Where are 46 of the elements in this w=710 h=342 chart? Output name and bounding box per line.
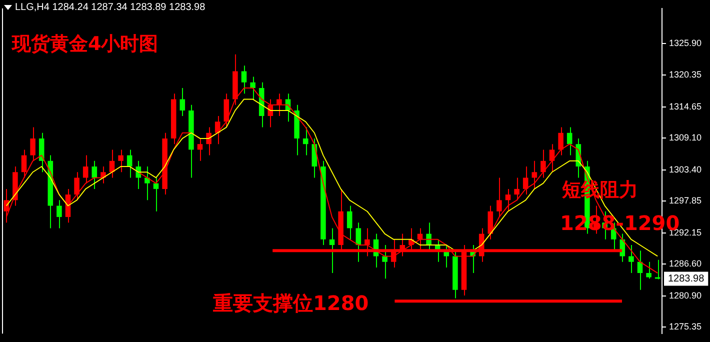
y-tick-label: 1314.65 [669,101,702,112]
candlestick [505,188,511,212]
y-tick-label: 1325.90 [669,38,702,48]
y-tick-label: 1303.40 [669,164,702,174]
candlestick [21,149,27,178]
candlestick [118,149,124,173]
y-tick-label: 1297.85 [669,195,702,206]
candlestick [356,222,362,262]
y-tick-label: 1320.35 [669,69,702,80]
text: 现货黄金4小时图 [11,33,158,55]
chart-subtitle: LLG,H4 1284.24 1287.34 1283.89 1283.98 [15,2,206,13]
candlestick [92,160,98,190]
candlestick [566,126,572,156]
candlestick [496,177,502,218]
candlestick [241,65,247,94]
candlestick [522,166,528,196]
candlestick [153,177,159,212]
candlestick [56,200,62,229]
candlestick [74,172,80,201]
candlestick [302,126,308,156]
candlestick [276,93,282,117]
candlestick [558,126,564,156]
annotation: 重要支撑位1280 [212,291,369,315]
candlestick [549,144,555,173]
candlestick [180,88,186,117]
candlestick [126,149,132,178]
y-tick-label: 1286.60 [669,258,702,269]
y-tick-label: 1309.10 [669,132,702,142]
candlestick [144,166,150,201]
y-tick-label: 1275.35 [669,322,702,332]
candlestick [654,259,660,280]
candlestick [206,126,212,156]
candlestick [540,149,546,178]
candlestick [382,244,388,280]
candlestick [532,160,538,190]
candlestick [250,76,256,100]
candlestick [197,138,203,162]
text: 1283.98 [668,274,705,285]
candlestick [82,154,88,184]
candlestick [514,177,520,201]
candlestick [346,205,352,240]
y-tick-label: 1280.90 [669,290,702,301]
candlestick [30,126,36,162]
candlestick [329,228,335,274]
candlestick [646,261,652,280]
candlestick [628,244,634,274]
